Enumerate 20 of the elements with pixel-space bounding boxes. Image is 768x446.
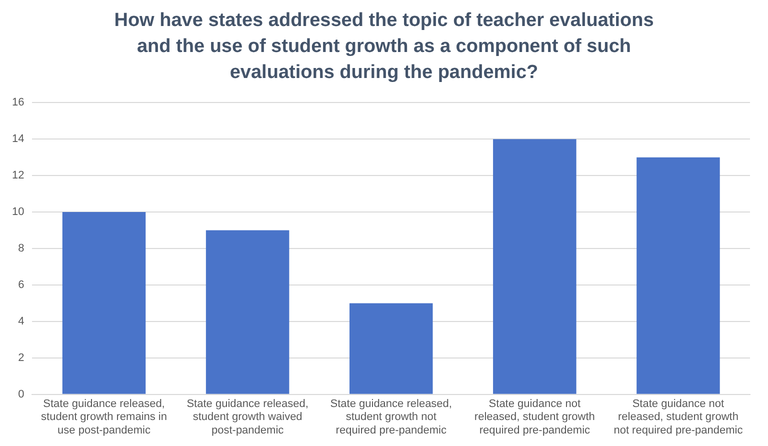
y-tick-label: 12	[12, 170, 24, 182]
x-tick-label: State guidance released, student growth not required pre-pandemic	[330, 398, 452, 436]
bar	[62, 212, 146, 394]
bar	[636, 157, 720, 394]
x-tick-label: State guidance not released, student growth not required pre-pandemic	[614, 398, 744, 436]
y-tick-label: 10	[12, 206, 24, 218]
y-tick-label: 6	[18, 279, 24, 292]
y-tick-label: 8	[18, 242, 24, 255]
y-tick-label: 14	[12, 133, 24, 146]
y-tick-label: 2	[18, 352, 24, 364]
x-tick-label: State guidance released, student growth remains in use post-pandemic	[41, 398, 167, 436]
y-tick-label: 16	[12, 96, 24, 109]
y-tick-label: 0	[18, 388, 24, 400]
bar	[493, 139, 576, 394]
bar	[206, 230, 290, 394]
chart-title: How have states addressed the topic of teacher evaluations and the use of student growth as a component of such evaluations during the pandemic?	[113, 9, 655, 85]
y-tick-label: 4	[18, 315, 24, 328]
x-tick-label: State guidance not released, student growth required pre-pandemic	[474, 398, 595, 436]
bar	[349, 303, 433, 394]
x-tick-label: State guidance released, student growth waived post-pandemic	[186, 398, 308, 436]
